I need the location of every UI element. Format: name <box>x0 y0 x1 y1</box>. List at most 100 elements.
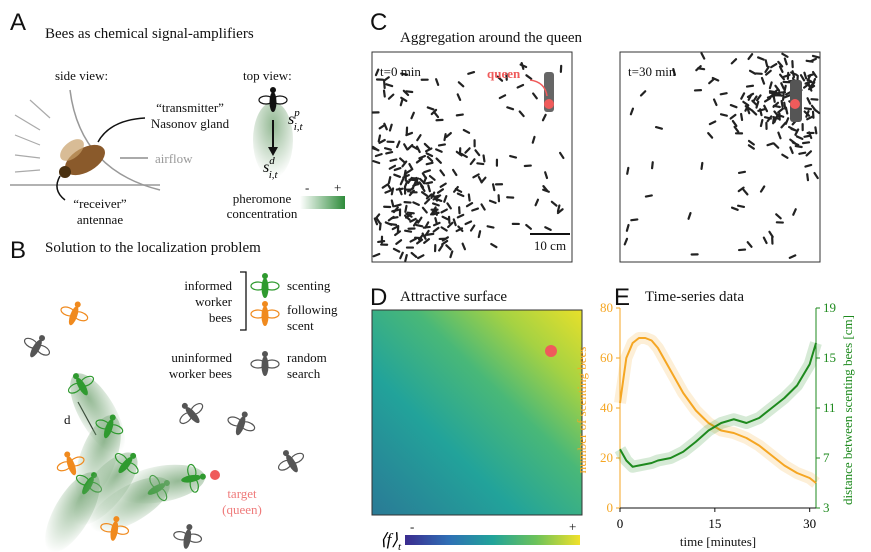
bee-dash <box>385 150 394 155</box>
label: following <box>287 302 338 317</box>
panel-title: Bees as chemical signal-amplifiers <box>45 26 254 42</box>
bee-dash <box>417 216 423 224</box>
bee <box>56 451 85 476</box>
bee-dash <box>464 147 471 154</box>
chart-title: Time-series data <box>645 289 744 305</box>
label: t=0 min <box>380 64 421 79</box>
y-tick-label: 60 <box>600 350 613 365</box>
body <box>183 529 192 549</box>
symbol: sp i,t <box>288 107 304 133</box>
bee-dash <box>398 187 403 196</box>
bee-dash <box>404 213 413 219</box>
queen-marker <box>790 99 800 109</box>
bee-dash <box>782 73 791 78</box>
bee-dash <box>804 163 813 168</box>
label: scent <box>287 318 314 333</box>
bee-dash <box>416 134 422 142</box>
bee-dash <box>780 99 784 109</box>
body <box>66 456 77 476</box>
bee-dash <box>486 225 495 229</box>
bee-dash <box>708 78 715 85</box>
bee-dash <box>423 238 431 244</box>
bee-dash <box>480 203 486 211</box>
bee-dash <box>418 154 427 160</box>
bee-dash <box>406 211 415 215</box>
bee-dash <box>814 126 818 135</box>
bee-dash <box>788 254 797 259</box>
body <box>261 306 269 326</box>
bee-dash <box>421 232 427 240</box>
bee-dash <box>408 162 414 171</box>
head <box>199 473 206 480</box>
y2-tick-label: 7 <box>823 450 830 465</box>
bee-dash <box>415 145 421 154</box>
sym-base: s <box>288 111 294 128</box>
bee-dash <box>789 146 794 155</box>
bee-dash <box>423 198 431 205</box>
panel-label: E <box>614 284 630 311</box>
label: worker <box>195 294 232 309</box>
bee-dash <box>403 143 409 151</box>
bee-dash <box>435 78 440 86</box>
bee-dash <box>763 97 772 103</box>
label: scenting <box>287 278 331 293</box>
bee-dash <box>424 147 433 153</box>
y2-tick-label: 15 <box>823 350 836 365</box>
body <box>269 92 277 112</box>
bee-dash <box>506 106 515 111</box>
bee-dash <box>399 177 405 186</box>
bee-dash <box>733 125 740 133</box>
label: uninformed <box>171 350 232 365</box>
bee-dash <box>374 213 381 221</box>
bee-dash <box>404 204 408 213</box>
bee-dash <box>763 116 772 120</box>
bee-dash <box>410 144 419 151</box>
bee-dash <box>435 148 443 153</box>
bee-dash <box>791 141 800 147</box>
y-tick-label: 80 <box>600 300 613 315</box>
bee-dash <box>418 181 425 189</box>
label: queen <box>487 66 521 81</box>
bee-dash <box>803 71 808 80</box>
bee-dash <box>811 70 818 79</box>
bee-dash <box>803 107 813 111</box>
bee-dash <box>465 202 474 208</box>
bee-dash <box>766 142 775 147</box>
bee-dash <box>424 221 430 229</box>
bee-dash <box>378 123 386 130</box>
bee-dash <box>799 74 806 82</box>
bee-dash <box>747 139 755 146</box>
panel-label: A <box>10 9 26 36</box>
bee-dash <box>746 106 751 115</box>
bee-dash <box>443 133 447 142</box>
pointer <box>56 175 66 201</box>
layout <box>10 51 821 545</box>
bee-dash <box>385 83 394 88</box>
label: “transmitter” <box>156 100 224 115</box>
head <box>241 411 248 418</box>
bee-dash <box>747 93 753 101</box>
queen-marker <box>544 99 554 109</box>
label: - <box>410 519 414 534</box>
confidence-band <box>614 341 822 473</box>
bee-dash <box>755 94 762 102</box>
bee-dash <box>383 122 388 131</box>
bee-dash <box>626 166 630 175</box>
head <box>262 351 268 357</box>
image-frame <box>371 51 573 263</box>
bee-dash <box>783 101 787 110</box>
y2-tick-label: 3 <box>823 500 830 515</box>
bee-dash <box>372 252 381 258</box>
bee-dash <box>372 160 381 165</box>
bee-dash <box>402 173 410 179</box>
head <box>186 524 193 531</box>
bee-dash <box>462 128 471 134</box>
bee-dash <box>531 135 536 144</box>
sym-sub: i,t <box>294 121 304 133</box>
bee-dash <box>415 157 423 164</box>
bee-dash <box>558 151 565 160</box>
bee-dash <box>440 226 448 232</box>
bee-dash <box>399 98 404 107</box>
bee-dash <box>777 107 785 114</box>
panel-title: Aggregation around the queen <box>400 30 583 46</box>
